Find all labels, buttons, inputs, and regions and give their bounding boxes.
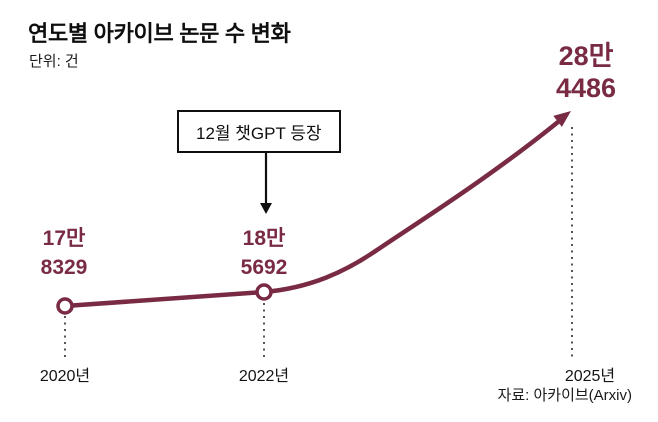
value-2020-line2: 8329 bbox=[40, 256, 88, 279]
trend-line bbox=[62, 119, 561, 309]
value-label-2020: 17만 8329 bbox=[14, 224, 114, 282]
axis-label-2022: 2022년 bbox=[238, 368, 290, 385]
trend-arrowhead bbox=[553, 111, 571, 127]
source-label: 자료: 아카이브(Arxiv) bbox=[497, 387, 632, 404]
chatgpt-annotation-box: 12월 챗GPT 등장 bbox=[177, 110, 341, 153]
value-2020-line1: 17만 bbox=[42, 227, 86, 250]
chart-title: 연도별 아카이브 논문 수 변화 bbox=[28, 21, 291, 46]
value-2025-line2: 4486 bbox=[555, 73, 617, 103]
annotation-arrowhead bbox=[260, 203, 272, 214]
value-2025-line1: 28만 bbox=[558, 41, 614, 71]
value-label-2025: 28만 4486 bbox=[536, 40, 636, 104]
unit-label: 단위: 건 bbox=[29, 53, 79, 70]
axis-label-2020: 2020년 bbox=[39, 368, 91, 385]
value-2022-line1: 18만 bbox=[242, 227, 286, 250]
value-label-2022: 18만 5692 bbox=[214, 224, 314, 282]
value-2022-line2: 5692 bbox=[240, 256, 288, 279]
data-point-2022 bbox=[255, 283, 273, 301]
axis-label-2025: 2025년 bbox=[564, 368, 616, 385]
chatgpt-annotation-label: 12월 챗GPT 등장 bbox=[196, 124, 322, 143]
data-point-2020 bbox=[56, 297, 74, 315]
